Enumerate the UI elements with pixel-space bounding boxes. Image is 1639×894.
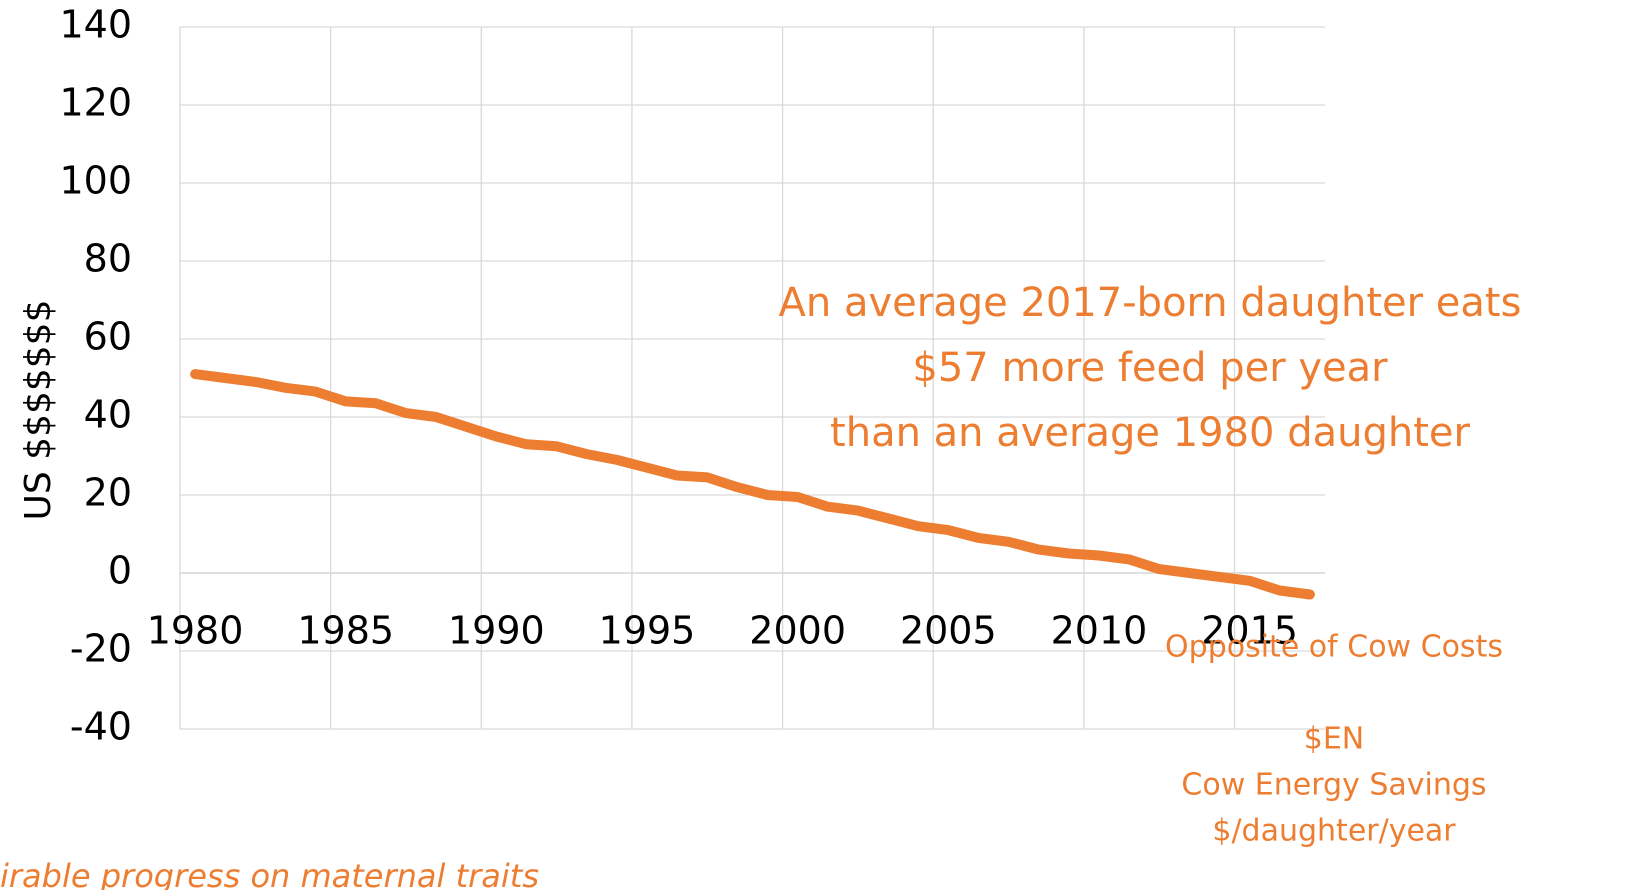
annotation: $57 more feed per year [912, 345, 1388, 391]
y-tick-label: -20 [70, 627, 132, 671]
legend-label: $/daughter/year [1212, 814, 1456, 849]
y-tick-label: 20 [84, 471, 132, 515]
x-tick-label: 2010 [1051, 609, 1148, 653]
x-tick-label: 1990 [448, 609, 545, 653]
annotation: than an average 1980 daughter [830, 410, 1470, 456]
x-tick-label: 1985 [297, 609, 394, 653]
y-tick-label: 40 [84, 393, 132, 437]
data-line [190, 369, 1315, 600]
legend-label: Cow Energy Savings [1181, 768, 1486, 803]
note: Opposite of Cow Costs [1165, 630, 1503, 665]
x-tick-label: 1995 [599, 609, 696, 653]
y-tick-label: 100 [59, 159, 132, 203]
annotation: An average 2017-born daughter eats [779, 280, 1522, 326]
x-tick-label: 2005 [900, 609, 997, 653]
x-tick-label: 1980 [147, 609, 244, 653]
y-axis-title: US $$$$$$$ [18, 300, 59, 521]
y-tick-label: -40 [70, 705, 132, 749]
legend-label: $EN [1304, 722, 1364, 757]
y-tick-label: 80 [84, 237, 132, 281]
x-tick-label: 2000 [749, 609, 846, 653]
y-tick-label: 60 [84, 315, 132, 359]
y-tick-label: 120 [59, 81, 132, 125]
y-tick-label: 140 [59, 3, 132, 47]
y-tick-label: 0 [108, 549, 132, 593]
footer-text: irable progress on maternal traits [0, 857, 539, 890]
x-tick-label: 2015 [1201, 609, 1298, 653]
